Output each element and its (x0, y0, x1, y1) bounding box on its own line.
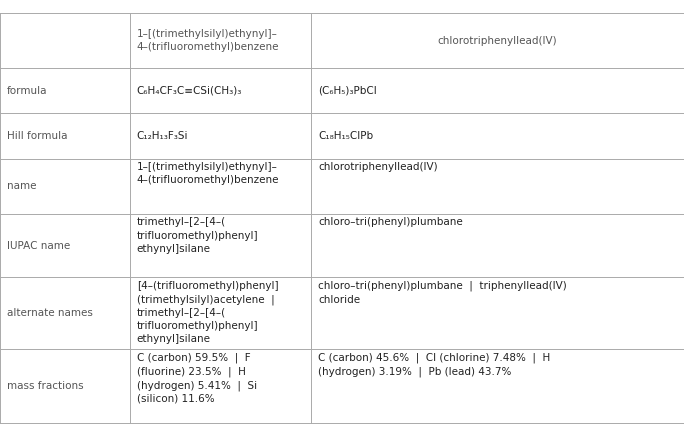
Text: C (carbon) 59.5%  |  F
(fluorine) 23.5%  |  H
(hydrogen) 5.41%  |  Si
(silicon) : C (carbon) 59.5% | F (fluorine) 23.5% | … (137, 353, 257, 404)
Text: name: name (7, 181, 36, 191)
Text: C₁₂H₁₃F₃Si: C₁₂H₁₃F₃Si (137, 131, 188, 141)
Text: chlorotriphenyllead(IV): chlorotriphenyllead(IV) (318, 162, 438, 172)
Text: (C₆H₅)₃PbCl: (C₆H₅)₃PbCl (318, 86, 377, 96)
Text: mass fractions: mass fractions (7, 381, 83, 391)
Text: alternate names: alternate names (7, 308, 93, 318)
Text: chloro–tri(phenyl)plumbane: chloro–tri(phenyl)plumbane (318, 218, 463, 228)
Text: formula: formula (7, 86, 47, 96)
Text: C₁₈H₁₅ClPb: C₁₈H₁₅ClPb (318, 131, 373, 141)
Text: 1–[(trimethylsilyl)ethynyl]–
4–(trifluoromethyl)benzene: 1–[(trimethylsilyl)ethynyl]– 4–(trifluor… (137, 29, 279, 52)
Text: C (carbon) 45.6%  |  Cl (chlorine) 7.48%  |  H
(hydrogen) 3.19%  |  Pb (lead) 43: C (carbon) 45.6% | Cl (chlorine) 7.48% |… (318, 353, 551, 377)
Text: 1–[(trimethylsilyl)ethynyl]–
4–(trifluoromethyl)benzene: 1–[(trimethylsilyl)ethynyl]– 4–(trifluor… (137, 162, 279, 185)
Text: C₆H₄CF₃C≡CSi(CH₃)₃: C₆H₄CF₃C≡CSi(CH₃)₃ (137, 86, 242, 96)
Text: [4–(trifluoromethyl)phenyl]
(trimethylsilyl)acetylene  |
trimethyl–[2–[4–(
trifl: [4–(trifluoromethyl)phenyl] (trimethylsi… (137, 281, 278, 344)
Text: IUPAC name: IUPAC name (7, 241, 70, 251)
Text: chloro–tri(phenyl)plumbane  |  triphenyllead(IV)
chloride: chloro–tri(phenyl)plumbane | triphenylle… (318, 281, 567, 305)
Text: chlorotriphenyllead(IV): chlorotriphenyllead(IV) (438, 36, 557, 46)
Text: trimethyl–[2–[4–(
trifluoromethyl)phenyl]
ethynyl]silane: trimethyl–[2–[4–( trifluoromethyl)phenyl… (137, 218, 259, 254)
Text: Hill formula: Hill formula (7, 131, 67, 141)
